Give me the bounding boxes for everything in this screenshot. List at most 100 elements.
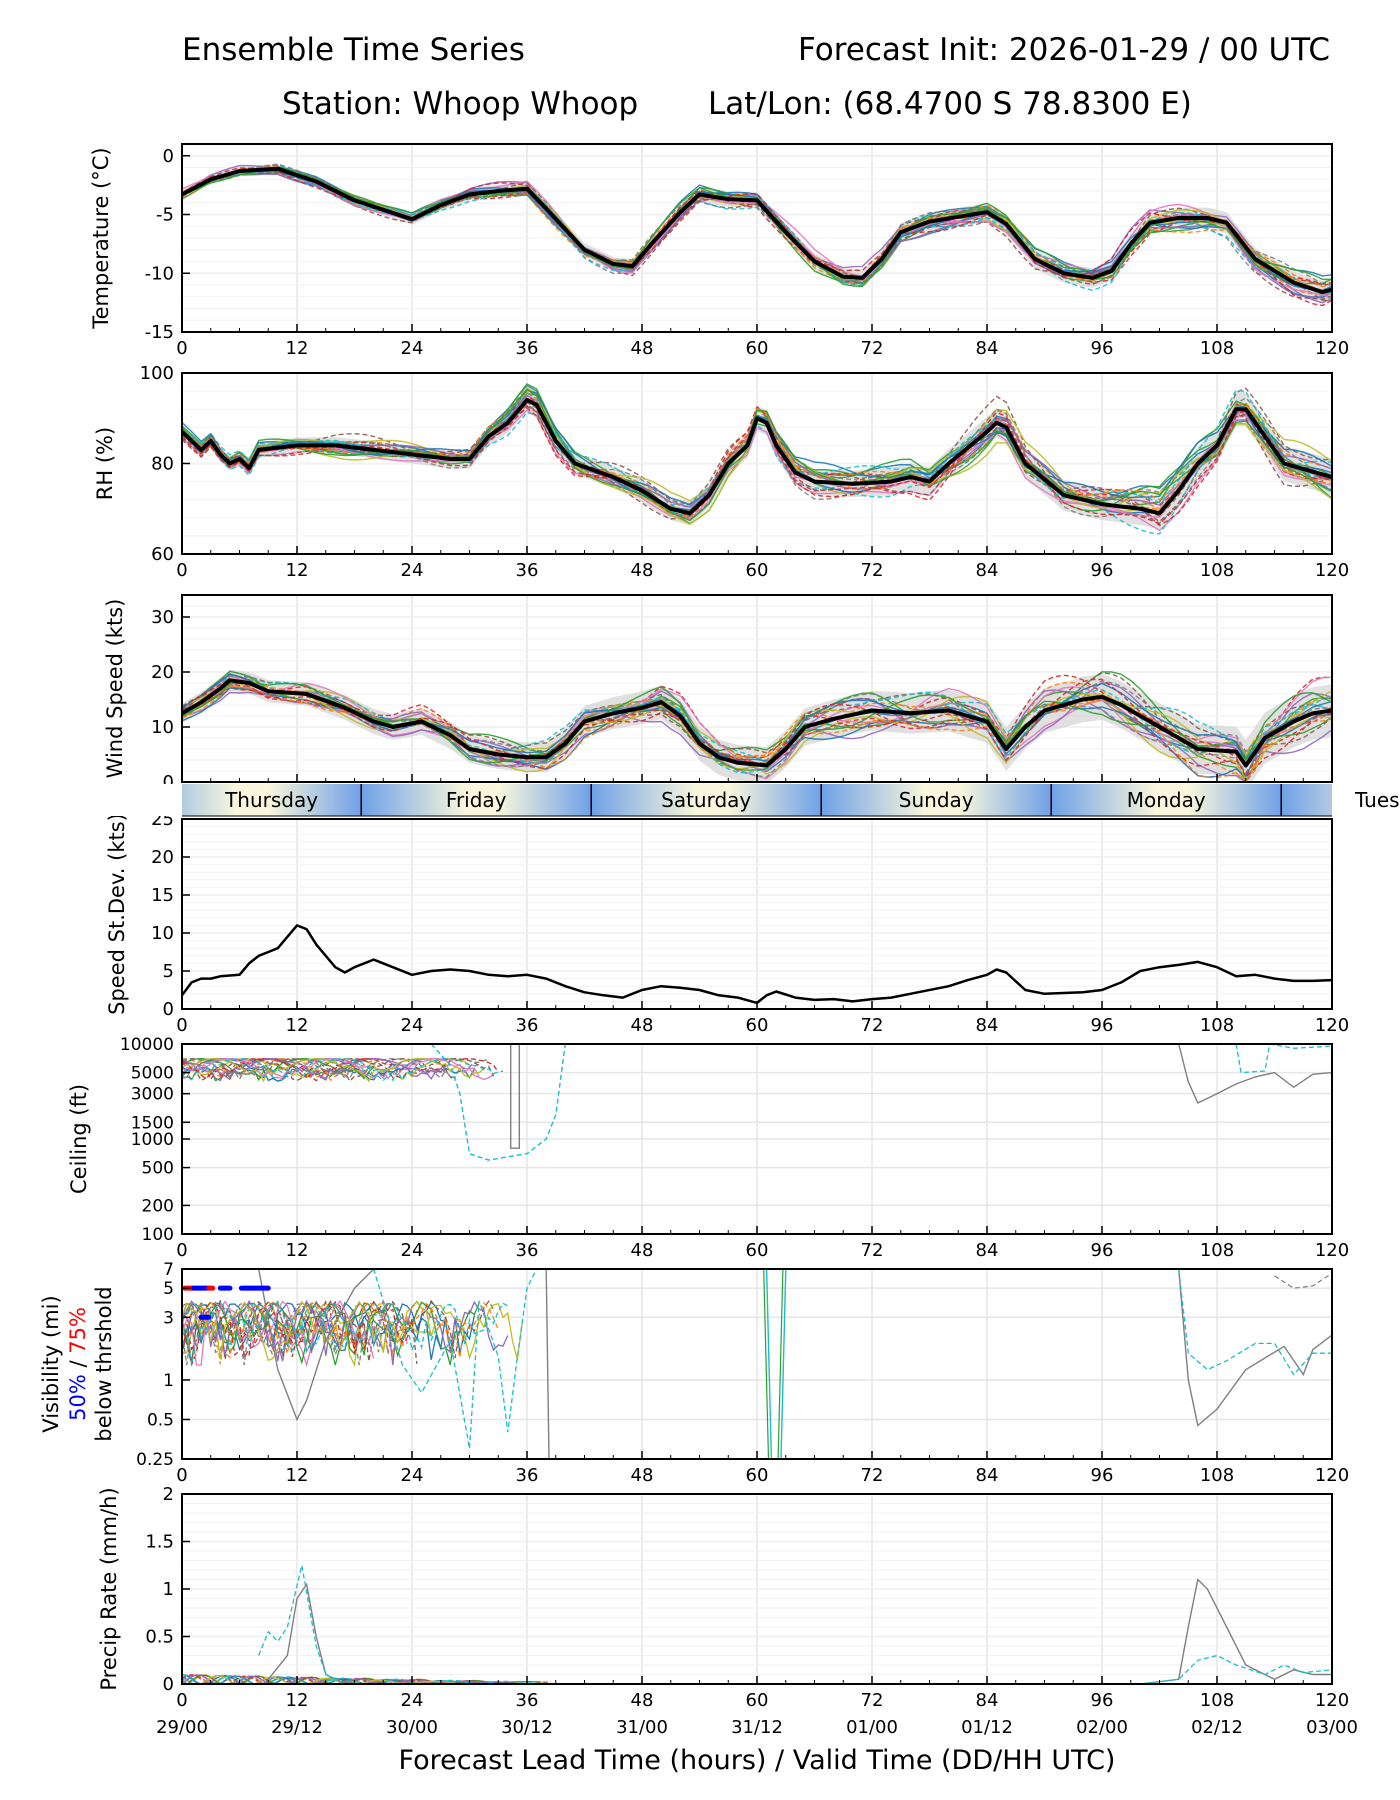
y-tick-label: 5000 <box>131 1064 174 1084</box>
valid-time-label: 29/12 <box>271 1717 323 1738</box>
chart-title: Ensemble Time Series <box>182 32 525 68</box>
day-label: Tuesday <box>1354 788 1400 812</box>
ensemble-member-line <box>1140 1578 1332 1684</box>
y-axis-label: Ceiling (ft) <box>67 1084 91 1194</box>
day-band <box>591 784 822 816</box>
ensemble-member-line <box>182 387 1332 521</box>
y-tick-label: 20 <box>151 662 174 683</box>
ensemble-member-line <box>182 1058 446 1081</box>
plot-area-wind <box>182 669 1332 782</box>
x-tick-label: 72 <box>861 1240 884 1261</box>
threshold-subtitle: below thrshold <box>92 1286 116 1441</box>
x-tick-label: 0 <box>176 560 187 581</box>
x-tick-label: 96 <box>1091 1240 1114 1261</box>
y-tick-label: 100 <box>142 1225 174 1245</box>
ensemble-member-line <box>182 1058 485 1083</box>
spread-band <box>182 669 1332 782</box>
ensemble-member-line <box>182 1301 509 1366</box>
day-label: Saturday <box>661 788 751 812</box>
ensemble-member-line <box>182 1301 499 1359</box>
ensemble-member-line <box>765 1269 787 1459</box>
y-tick-label: 5 <box>163 1279 174 1299</box>
y-tick-label: 10 <box>151 923 174 944</box>
grid-precip <box>181 1493 1333 1685</box>
ensemble-mean-line <box>182 166 1332 295</box>
x-tick-label: 108 <box>1200 1015 1234 1036</box>
y-tick-label: 200 <box>142 1196 174 1216</box>
y-tick-label: 10000 <box>120 1035 174 1055</box>
x-tick-label: 48 <box>631 1465 654 1486</box>
y-tick-label: 7 <box>163 1260 174 1280</box>
x-tick-label: 36 <box>516 560 539 581</box>
x-tick-label: 48 <box>631 1015 654 1036</box>
day-of-week-strip: Thursday Friday Saturday Sunday Monday Tuesda… <box>0 784 1400 817</box>
y-tick-label: 0.5 <box>147 1410 174 1430</box>
valid-time-label: 02/12 <box>1191 1717 1243 1738</box>
x-tick-label: 108 <box>1200 1690 1234 1711</box>
ensemble-member-line <box>182 678 1332 778</box>
y-tick-label: 0.5 <box>145 1627 174 1648</box>
x-tick-label: 120 <box>1315 1240 1349 1261</box>
ensemble-member-line <box>1235 1044 1332 1074</box>
x-tick-label: 12 <box>286 560 309 581</box>
x-tick-label: 108 <box>1200 338 1234 359</box>
valid-time-label: 30/12 <box>501 1717 553 1738</box>
x-axis-label: Forecast Lead Time (hours) / Valid Time … <box>399 1745 1116 1776</box>
x-tick-label: 120 <box>1315 1465 1349 1486</box>
y-tick-label: 100 <box>140 363 174 384</box>
ensemble-member-line <box>182 1058 374 1080</box>
ensemble-member-line <box>182 672 1332 766</box>
y-tick-label: 80 <box>151 454 174 475</box>
plot-area-rh <box>182 383 1332 535</box>
x-tick-label: 48 <box>631 560 654 581</box>
x-tick-label: 60 <box>746 338 769 359</box>
y-tick-label: 500 <box>142 1159 174 1179</box>
x-tick-label: 72 <box>861 560 884 581</box>
x-tick-label: 0 <box>176 1690 187 1711</box>
station-name: Station: Whoop Whoop <box>282 86 639 122</box>
y-tick-label: 3 <box>163 1308 174 1328</box>
y-tick-label: 30 <box>151 607 174 628</box>
day-label: Friday <box>446 788 507 812</box>
threshold-75: 75% <box>66 1307 90 1354</box>
plot-area-wind_stdev <box>182 924 1332 1005</box>
ensemble-member-line <box>182 1300 437 1362</box>
strip-overflow-mask <box>1332 784 1400 816</box>
y-tick-label: 20 <box>151 847 174 868</box>
x-tick-label: 12 <box>286 1465 309 1486</box>
ensemble-member-line <box>258 1565 346 1684</box>
ensemble-member-line <box>182 388 1332 522</box>
x-tick-label: 108 <box>1200 1240 1234 1261</box>
plot-area-temperature <box>182 163 1332 307</box>
x-tick-label: 60 <box>746 1690 769 1711</box>
y-axis-label: Temperature (°C) <box>89 147 113 329</box>
ensemble-member-line <box>182 1299 356 1362</box>
y-axis-label: Speed St.Dev. (kts) <box>105 813 129 1015</box>
x-tick-label: 36 <box>516 338 539 359</box>
ensemble-member-line <box>1178 1269 1332 1427</box>
y-axis-label: Wind Speed (kts) <box>103 599 127 779</box>
panel-temperature: 0-5-10-150 12 24 36 48 60 72 84 96 108 120Temperat… <box>89 143 1349 359</box>
valid-time-label: 30/00 <box>386 1717 438 1738</box>
x-tick-label: 96 <box>1091 338 1114 359</box>
threshold-50: 50% <box>66 1374 90 1421</box>
ensemble-member-line <box>182 1058 480 1080</box>
x-tick-label: 24 <box>401 1240 424 1261</box>
y-tick-label: 60 <box>151 544 174 565</box>
ensemble-member-line <box>1274 1272 1332 1289</box>
y-tick-label: 5 <box>163 961 174 982</box>
ensemble-mean-line <box>182 924 1332 1005</box>
day-label: Monday <box>1127 788 1206 812</box>
x-tick-label: 108 <box>1200 560 1234 581</box>
day-band <box>1051 784 1282 816</box>
valid-time-label: 31/00 <box>616 1717 668 1738</box>
x-tick-label: 36 <box>516 1690 539 1711</box>
y-tick-label: 0 <box>163 772 174 793</box>
ensemble-member-line <box>182 164 1332 302</box>
ensemble-member-line <box>182 1058 374 1080</box>
x-tick-label: 24 <box>401 1465 424 1486</box>
x-tick-label: 0 <box>176 1240 187 1261</box>
x-tick-label: 36 <box>516 1015 539 1036</box>
